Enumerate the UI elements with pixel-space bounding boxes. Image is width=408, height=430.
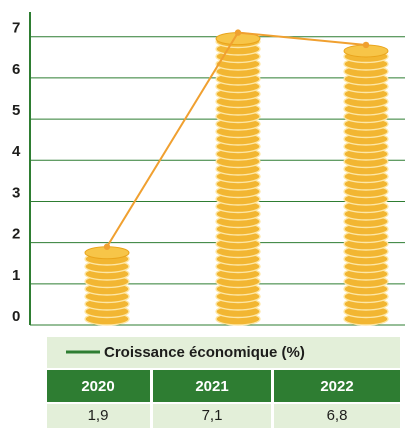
line-point xyxy=(103,243,111,250)
value-label: 6,8 xyxy=(327,407,348,424)
value-label: 1,9 xyxy=(88,407,109,424)
value-label: 7,1 xyxy=(202,407,223,424)
line-point xyxy=(362,41,370,49)
value-cell xyxy=(153,404,271,428)
y-tick-label: 5 xyxy=(12,102,20,119)
line-point xyxy=(234,29,242,36)
coin-stack xyxy=(215,32,261,326)
category-label: 2022 xyxy=(320,378,353,395)
legend-label: Croissance économique (%) xyxy=(104,344,305,361)
y-tick-label: 1 xyxy=(12,267,20,284)
category-label: 2021 xyxy=(195,378,228,395)
coin-stack xyxy=(84,246,130,326)
y-tick-label: 3 xyxy=(12,184,20,201)
y-tick-label: 4 xyxy=(12,143,21,160)
header-cell xyxy=(47,370,150,402)
value-cell xyxy=(274,404,400,428)
y-tick-label: 0 xyxy=(12,308,20,325)
coin-stack xyxy=(343,44,389,326)
y-tick-label: 6 xyxy=(12,61,20,78)
y-tick-label: 2 xyxy=(12,226,20,243)
legend-row xyxy=(47,337,400,368)
value-cell xyxy=(47,404,150,428)
y-tick-label: 7 xyxy=(12,20,20,37)
header-cell xyxy=(274,370,400,402)
header-cell xyxy=(153,370,271,402)
category-label: 2020 xyxy=(81,378,114,395)
